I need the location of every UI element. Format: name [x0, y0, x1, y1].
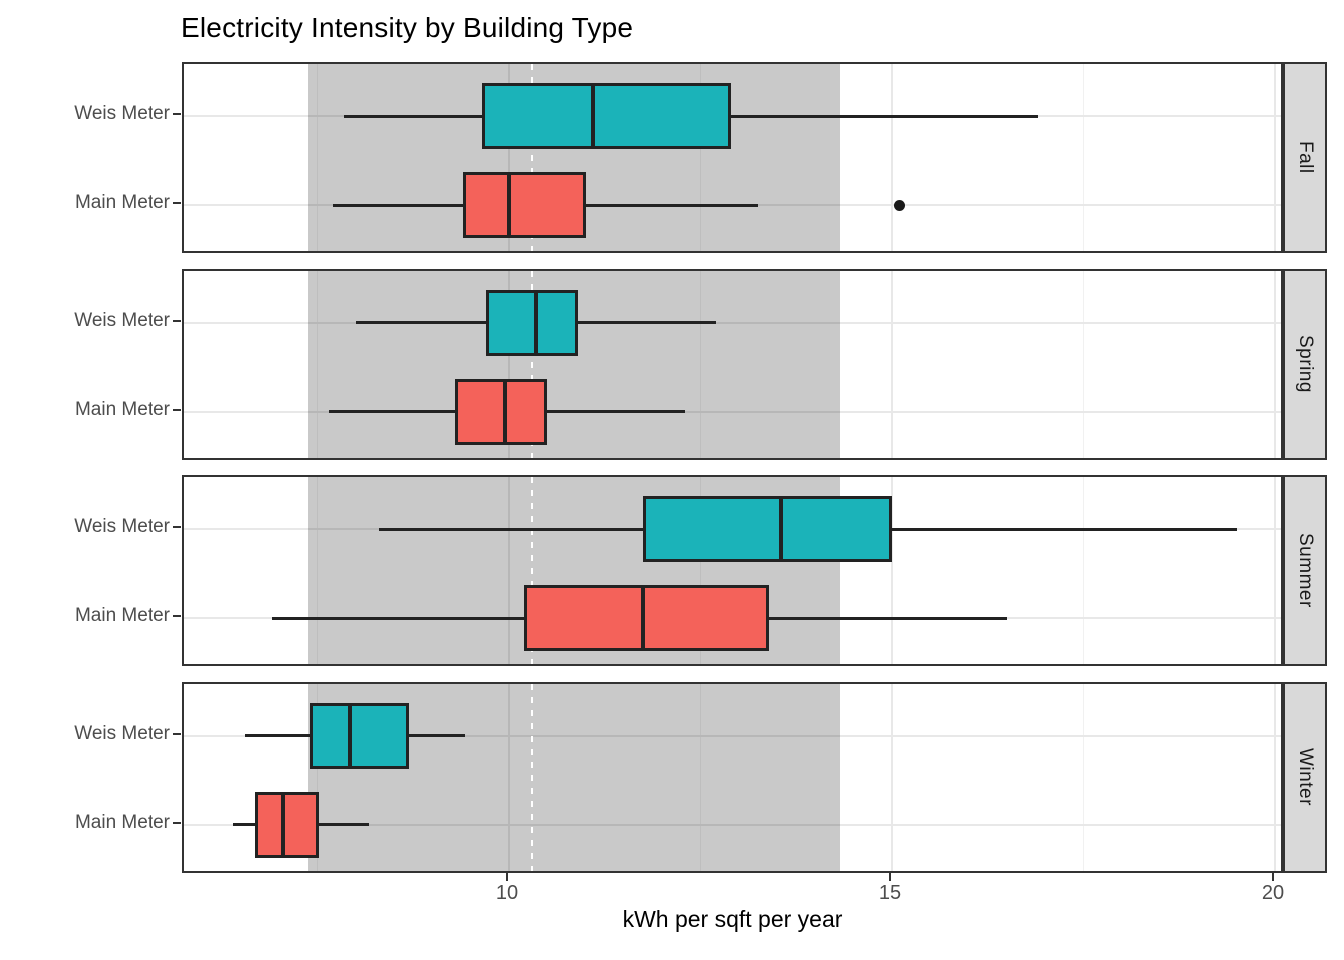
facet-strip-spring: Spring [1283, 268, 1327, 460]
gridline-horizontal [184, 734, 1281, 737]
boxplot-box-main-meter [254, 791, 320, 858]
y-tick-mark [173, 821, 181, 824]
y-tick-mark [173, 319, 181, 322]
x-tick-label: 20 [1261, 882, 1285, 904]
reference-dashed-line [530, 683, 534, 871]
facet-panel-winter [182, 681, 1283, 873]
gridline-major [1274, 64, 1276, 251]
boxplot-box-main-meter [463, 172, 586, 238]
x-tick-mark [505, 873, 509, 881]
facet-strip-label: Spring [1295, 335, 1316, 393]
gridline-minor [1083, 477, 1084, 664]
gridline-major [508, 270, 510, 458]
x-tick-label: 10 [495, 882, 519, 904]
gridline-minor [317, 683, 318, 871]
gridline-horizontal [184, 823, 1281, 826]
reference-dashed-line [530, 64, 534, 251]
x-axis-title: kWh per sqft per year [622, 906, 843, 932]
gridline-major [1274, 477, 1276, 664]
facet-strip-summer: Summer [1283, 475, 1327, 666]
median-line-weis-meter [533, 289, 538, 356]
y-tick-label-weis-meter: Weis Meter [74, 309, 170, 331]
boxplot-box-weis-meter [486, 289, 578, 356]
y-tick-mark [173, 408, 181, 411]
median-line-main-meter [507, 172, 511, 238]
y-tick-label-main-meter: Main Meter [74, 605, 170, 626]
facet-strip-label: Summer [1295, 533, 1316, 608]
boxplot-box-weis-meter [482, 83, 732, 149]
boxplot-box-weis-meter [309, 702, 410, 769]
y-tick-mark [173, 113, 181, 115]
median-line-weis-meter [347, 702, 352, 769]
y-tick-label-weis-meter: Weis Meter [74, 103, 170, 124]
gridline-major [891, 64, 893, 251]
gridline-major [508, 477, 510, 664]
gridline-minor [700, 64, 701, 251]
boxplot-box-main-meter [455, 378, 548, 445]
gridline-major [891, 270, 893, 458]
gridline-minor [1083, 683, 1084, 871]
x-tick-mark [888, 873, 892, 881]
facet-strip-label: Fall [1295, 141, 1316, 174]
median-line-main-meter [281, 791, 286, 858]
median-line-main-meter [503, 378, 508, 445]
gridline-minor [700, 477, 701, 664]
gridline-major [891, 683, 893, 871]
y-tick-mark [173, 526, 181, 528]
gridline-major [891, 477, 893, 664]
gridline-minor [1083, 270, 1084, 458]
median-line-weis-meter [591, 83, 596, 149]
boxplot-box-main-meter [524, 585, 770, 651]
chart-title: Electricity Intensity by Building Type [181, 12, 634, 43]
outlier-point [894, 199, 906, 211]
y-tick-label-main-meter: Main Meter [74, 811, 170, 833]
gridline-horizontal [184, 410, 1281, 413]
gridline-minor [1083, 64, 1084, 251]
facet-panel-summer [182, 475, 1283, 666]
gridline-horizontal [184, 321, 1281, 324]
gridline-minor [700, 270, 701, 458]
gridline-major [1274, 270, 1276, 458]
median-line-weis-meter [778, 496, 783, 562]
gridline-minor [317, 64, 318, 251]
median-line-main-meter [641, 585, 646, 651]
facet-panel-spring [182, 268, 1283, 460]
y-tick-mark [173, 732, 181, 735]
y-tick-mark [173, 615, 181, 617]
x-tick-label: 15 [878, 882, 902, 904]
y-tick-label-main-meter: Main Meter [74, 398, 170, 420]
y-tick-label-weis-meter: Weis Meter [74, 722, 170, 744]
gridline-major [508, 64, 510, 251]
facet-strip-label: Winter [1295, 748, 1316, 806]
gridline-major [508, 683, 510, 871]
facet-panel-fall [182, 62, 1283, 253]
gridline-minor [317, 270, 318, 458]
facet-strip-winter: Winter [1283, 681, 1327, 873]
gridline-major [1274, 683, 1276, 871]
boxplot-box-weis-meter [643, 496, 892, 562]
reference-dashed-line [530, 270, 534, 458]
facet-strip-fall: Fall [1283, 62, 1327, 253]
y-tick-label-main-meter: Main Meter [74, 192, 170, 213]
x-tick-mark [1271, 873, 1275, 881]
gridline-minor [317, 477, 318, 664]
y-tick-mark [173, 202, 181, 204]
y-tick-label-weis-meter: Weis Meter [74, 516, 170, 537]
gridline-minor [700, 683, 701, 871]
reference-dashed-line [530, 477, 534, 664]
